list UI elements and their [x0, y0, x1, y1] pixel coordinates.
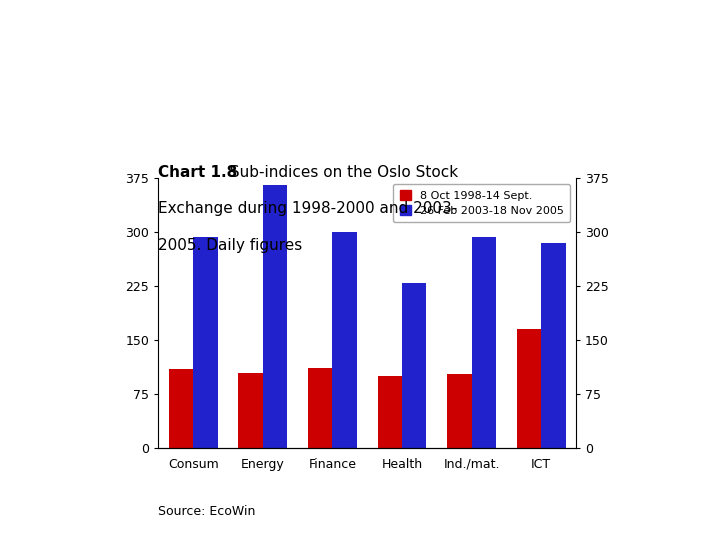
Text: Source: EcoWin: Source: EcoWin	[158, 505, 256, 518]
Bar	[378, 376, 402, 448]
Bar	[447, 374, 472, 448]
Text: Chart 1.8: Chart 1.8	[158, 165, 238, 180]
Bar	[472, 237, 496, 448]
Bar	[238, 373, 263, 448]
Text: Exchange during 1998-2000 and 2003-: Exchange during 1998-2000 and 2003-	[158, 201, 458, 217]
Text: 2005. Daily figures: 2005. Daily figures	[158, 238, 302, 253]
Bar	[333, 232, 357, 448]
Bar	[541, 243, 566, 448]
Legend: 8 Oct 1998-14 Sept., 26 Feb 2003-18 Nov 2005: 8 Oct 1998-14 Sept., 26 Feb 2003-18 Nov …	[393, 184, 570, 222]
Bar	[402, 282, 426, 448]
Bar	[193, 237, 217, 448]
Bar	[308, 368, 333, 448]
Bar	[169, 369, 193, 448]
Bar	[517, 329, 541, 448]
Bar	[263, 185, 287, 448]
Text: Sub-indices on the Oslo Stock: Sub-indices on the Oslo Stock	[225, 165, 458, 180]
